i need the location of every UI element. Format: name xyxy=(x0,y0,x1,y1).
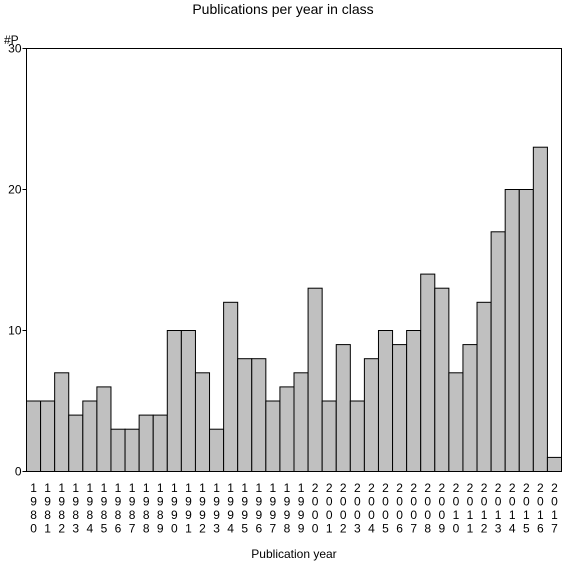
bar-2015 xyxy=(518,189,534,472)
y-tick-label: 30 xyxy=(8,42,22,56)
bar-1996 xyxy=(251,358,267,473)
bar-1997 xyxy=(265,400,281,472)
bar-1993 xyxy=(209,428,225,473)
bar-1981 xyxy=(40,400,56,472)
plot-frame xyxy=(26,48,562,472)
y-axis-label: #P xyxy=(4,33,19,47)
bar-2013 xyxy=(490,231,506,472)
bar-1994 xyxy=(223,301,239,472)
bar-2000 xyxy=(307,287,323,473)
bar-1990 xyxy=(166,330,182,472)
bar-2017 xyxy=(546,456,562,472)
bar-1982 xyxy=(54,372,70,472)
bar-1989 xyxy=(152,414,168,473)
bar-1987 xyxy=(124,428,140,473)
x-axis-label: Publication year xyxy=(251,547,336,561)
bar-1998 xyxy=(279,386,295,472)
y-tick-label: 0 xyxy=(15,465,22,479)
bar-2010 xyxy=(448,372,464,472)
bar-2003 xyxy=(349,400,365,472)
bar-2011 xyxy=(462,344,478,473)
x-tick-labels-group: 1 9 8 0 1 9 8 1 1 9 8 2 1 9 8 3 1 9 8 4 1 9 8 5 1 9 8 6 1 9 8 7 1 9 8 8 1 9 8 9… xyxy=(30,481,558,536)
y-tick-label: 10 xyxy=(8,324,22,338)
bar-1984 xyxy=(82,400,98,472)
bar-1995 xyxy=(237,358,253,473)
bar-2009 xyxy=(434,287,450,473)
bar-2005 xyxy=(377,330,394,472)
bar-2002 xyxy=(335,344,351,473)
bar-1983 xyxy=(68,414,84,473)
bar-2007 xyxy=(406,330,422,472)
bar-1999 xyxy=(293,372,309,472)
chart-title: Publications per year in class xyxy=(192,1,373,17)
bar-1985 xyxy=(96,386,112,472)
bar-2014 xyxy=(504,189,520,472)
bar-2012 xyxy=(476,301,492,472)
bar-1986 xyxy=(110,428,126,473)
bar-2008 xyxy=(420,273,436,472)
bar-1980 xyxy=(26,400,42,472)
bars-group xyxy=(26,146,562,473)
y-ticks-group: 0 10 20 30 xyxy=(8,42,27,479)
bar-2016 xyxy=(532,146,548,472)
bar-1988 xyxy=(138,414,154,473)
bar-2001 xyxy=(321,400,337,472)
bar-1992 xyxy=(194,372,211,472)
y-tick-label: 20 xyxy=(8,183,22,197)
bar-2004 xyxy=(363,358,379,473)
bar-1991 xyxy=(180,330,196,472)
bar-2006 xyxy=(392,344,408,473)
